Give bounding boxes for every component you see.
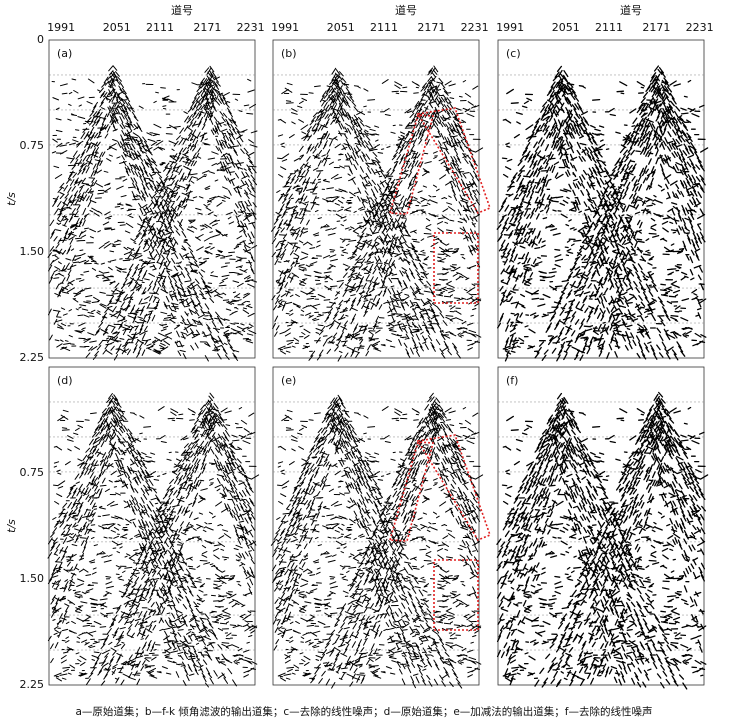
y-tick-label: 0.75 [20, 139, 45, 152]
trace-label: 1991 [496, 21, 524, 34]
panel-label: (f) [506, 374, 518, 387]
y-axis-title: t/s [5, 519, 18, 533]
panel-label: (a) [57, 47, 72, 60]
axis-title: 道号 [620, 3, 642, 17]
seismic-texture [270, 392, 484, 689]
trace-label: 2111 [146, 21, 174, 34]
axis-title: 道号 [171, 3, 193, 17]
trace-label: 2231 [686, 21, 714, 34]
trace-label: 1991 [271, 21, 299, 34]
highlight-region [388, 441, 435, 542]
highlight-region [416, 434, 492, 542]
panel-label: (d) [57, 374, 73, 387]
trace-label: 2051 [327, 21, 355, 34]
y-tick-label: 0.75 [20, 466, 45, 479]
trace-label: 2051 [103, 21, 131, 34]
highlight-region [433, 232, 479, 304]
trace-label: 2111 [595, 21, 623, 34]
y-tick-label: 0 [37, 33, 44, 46]
highlight-region [388, 114, 435, 215]
panel-label: (c) [506, 47, 521, 60]
y-axis-title: t/s [5, 192, 18, 206]
panel-label: (b) [281, 47, 297, 60]
axis-title: 道号 [395, 3, 417, 17]
y-tick-label: 1.50 [20, 572, 45, 585]
panel-label: (e) [281, 374, 296, 387]
seismic-texture [496, 65, 709, 362]
trace-label: 2051 [552, 21, 580, 34]
seismic-texture [47, 392, 260, 688]
trace-label: 2111 [370, 21, 398, 34]
panel-frame [272, 39, 480, 359]
trace-label: 2231 [461, 21, 489, 34]
y-tick-label: 2.25 [20, 351, 45, 364]
highlight-region [416, 107, 492, 215]
seismic-texture [47, 65, 258, 362]
trace-label: 1991 [47, 21, 75, 34]
y-tick-label: 1.50 [20, 245, 45, 258]
trace-label: 2171 [193, 21, 221, 34]
y-tick-label: 2.25 [20, 678, 45, 691]
trace-label: 2171 [642, 21, 670, 34]
trace-label: 2231 [237, 21, 265, 34]
caption: a—原始道集；b—f-k 倾角滤波的输出道集；c—去除的线性噪声；d—原始道集；… [75, 705, 652, 718]
seismic-texture [496, 391, 709, 690]
highlight-region [433, 559, 479, 631]
trace-label: 2171 [417, 21, 445, 34]
